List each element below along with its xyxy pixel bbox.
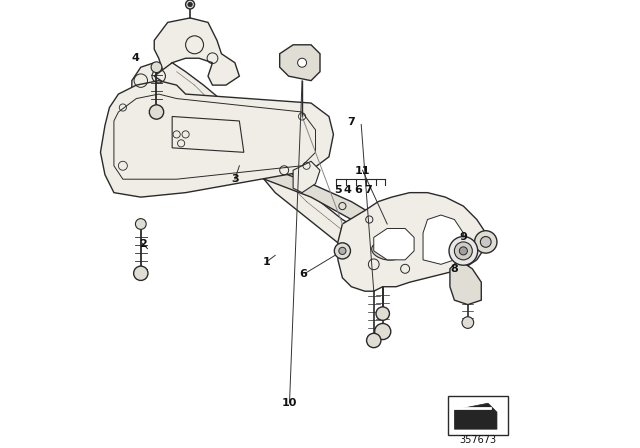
Ellipse shape — [372, 241, 403, 260]
Circle shape — [460, 247, 467, 255]
Circle shape — [149, 105, 164, 119]
Text: 7: 7 — [348, 117, 355, 127]
Polygon shape — [132, 63, 163, 99]
FancyBboxPatch shape — [448, 396, 508, 435]
Polygon shape — [454, 403, 497, 429]
Text: 11: 11 — [355, 166, 371, 176]
Text: 6: 6 — [354, 185, 362, 195]
Polygon shape — [154, 63, 383, 255]
Text: 5: 5 — [334, 185, 342, 195]
Circle shape — [337, 245, 348, 257]
Text: 9: 9 — [460, 233, 467, 242]
Text: 7: 7 — [364, 185, 372, 195]
Circle shape — [186, 0, 195, 9]
Polygon shape — [280, 45, 320, 81]
Text: 3: 3 — [231, 174, 239, 184]
Circle shape — [454, 242, 472, 260]
Circle shape — [376, 307, 390, 320]
Polygon shape — [293, 161, 320, 193]
Circle shape — [188, 2, 192, 7]
Polygon shape — [360, 224, 414, 282]
Text: 10: 10 — [282, 398, 297, 408]
Circle shape — [367, 333, 381, 348]
Text: 4: 4 — [131, 53, 140, 63]
Circle shape — [339, 247, 346, 254]
Circle shape — [475, 231, 497, 253]
Polygon shape — [338, 193, 486, 291]
Text: 8: 8 — [451, 264, 458, 274]
Polygon shape — [374, 228, 414, 260]
Circle shape — [134, 266, 148, 280]
Circle shape — [151, 62, 162, 73]
Circle shape — [462, 317, 474, 328]
Circle shape — [449, 237, 477, 265]
Circle shape — [374, 323, 391, 340]
Text: 6: 6 — [299, 269, 307, 279]
Circle shape — [136, 219, 146, 229]
Circle shape — [481, 237, 491, 247]
Text: 357673: 357673 — [459, 435, 496, 445]
Polygon shape — [253, 161, 387, 237]
Text: 2: 2 — [139, 239, 147, 249]
Circle shape — [340, 248, 345, 254]
Polygon shape — [100, 81, 333, 197]
Polygon shape — [423, 215, 463, 264]
Text: 1: 1 — [262, 257, 270, 267]
Circle shape — [334, 243, 351, 259]
Circle shape — [298, 58, 307, 67]
Polygon shape — [154, 18, 239, 85]
Text: 4: 4 — [344, 185, 352, 195]
Polygon shape — [450, 260, 481, 305]
